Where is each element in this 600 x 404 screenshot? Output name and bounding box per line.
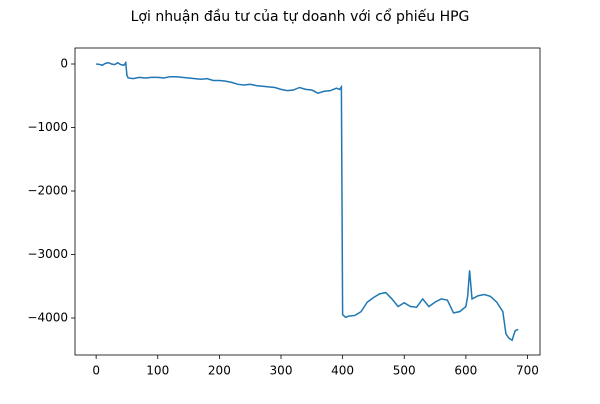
y-tick-label: −1000 — [27, 120, 68, 134]
line-series — [96, 60, 519, 342]
x-tick-label: 100 — [146, 364, 169, 378]
axes-frame — [74, 47, 541, 356]
y-tick-label: 0 — [60, 57, 68, 71]
y-tick-label: −3000 — [27, 247, 68, 261]
x-tick-label: 700 — [516, 364, 539, 378]
x-tick-label: 0 — [92, 364, 100, 378]
x-tick-label: 500 — [393, 364, 416, 378]
x-tick-label: 400 — [331, 364, 354, 378]
x-tick-label: 600 — [454, 364, 477, 378]
x-tick-label: 300 — [270, 364, 293, 378]
chart-title: Lợi nhuận đầu tư của tự doanh với cổ phi… — [131, 8, 470, 25]
y-tick-label: −2000 — [27, 183, 68, 197]
x-tick-label: 200 — [208, 364, 231, 378]
y-tick-label: −4000 — [27, 310, 68, 324]
